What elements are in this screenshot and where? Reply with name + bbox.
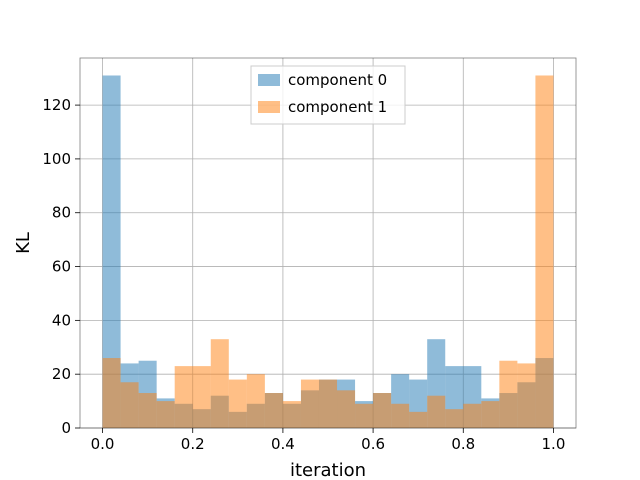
legend: component 0 component 1 — [250, 65, 406, 125]
bar-component-1 — [409, 411, 428, 428]
x-tick-label: 0.6 — [361, 435, 385, 453]
bar-component-1 — [337, 390, 356, 428]
bar-component-1 — [246, 374, 265, 428]
bar-component-1 — [120, 382, 139, 428]
y-tick-label: 60 — [52, 258, 71, 276]
bar-component-0 — [102, 75, 121, 428]
bar-component-1 — [228, 379, 247, 428]
y-tick-label: 80 — [52, 204, 71, 222]
bar-component-1 — [156, 401, 175, 428]
bar-component-1 — [499, 360, 518, 428]
bar-component-1 — [517, 363, 536, 428]
legend-label-component-1: component 1 — [288, 98, 387, 116]
bar-component-1 — [373, 393, 392, 428]
bar-component-1 — [210, 339, 229, 428]
bar-component-1 — [355, 403, 374, 428]
x-tick-label: 0.2 — [181, 435, 205, 453]
y-tick-label: 100 — [42, 150, 71, 168]
bar-component-1 — [427, 395, 446, 428]
x-tick-label: 0.4 — [271, 435, 295, 453]
bar-component-1 — [174, 366, 193, 428]
legend-swatch-component-0 — [258, 74, 280, 86]
bar-component-1 — [463, 403, 482, 428]
bar-component-1 — [391, 403, 410, 428]
x-axis-label: iteration — [290, 460, 366, 480]
bar-component-1 — [192, 366, 211, 428]
bar-component-1 — [445, 409, 464, 428]
series-component-1-bars — [102, 75, 554, 428]
bar-component-1 — [264, 393, 283, 428]
x-tick-label: 0.8 — [451, 435, 475, 453]
x-tick-label: 1.0 — [542, 435, 566, 453]
x-axis-ticks: 0.0 0.2 0.4 0.6 0.8 1.0 — [91, 428, 566, 453]
y-axis-label: KL — [13, 232, 34, 254]
plot-area-frame — [79, 57, 577, 429]
bar-component-1 — [300, 379, 319, 428]
legend-swatch-component-1 — [258, 101, 280, 113]
y-tick-label: 120 — [42, 96, 71, 114]
y-tick-label: 40 — [52, 311, 71, 329]
x-tick-label: 0.0 — [91, 435, 115, 453]
y-tick-label: 20 — [52, 365, 71, 383]
legend-label-component-0: component 0 — [288, 71, 387, 89]
bar-component-1 — [318, 379, 338, 428]
bar-component-1 — [481, 401, 500, 428]
bar-component-1 — [535, 75, 554, 428]
y-tick-label: 0 — [61, 419, 71, 437]
y-axis-ticks: 0 20 40 60 80 100 120 — [42, 96, 80, 437]
bar-component-1 — [282, 401, 301, 428]
bar-component-1 — [138, 393, 157, 428]
bar-component-1 — [102, 358, 121, 428]
